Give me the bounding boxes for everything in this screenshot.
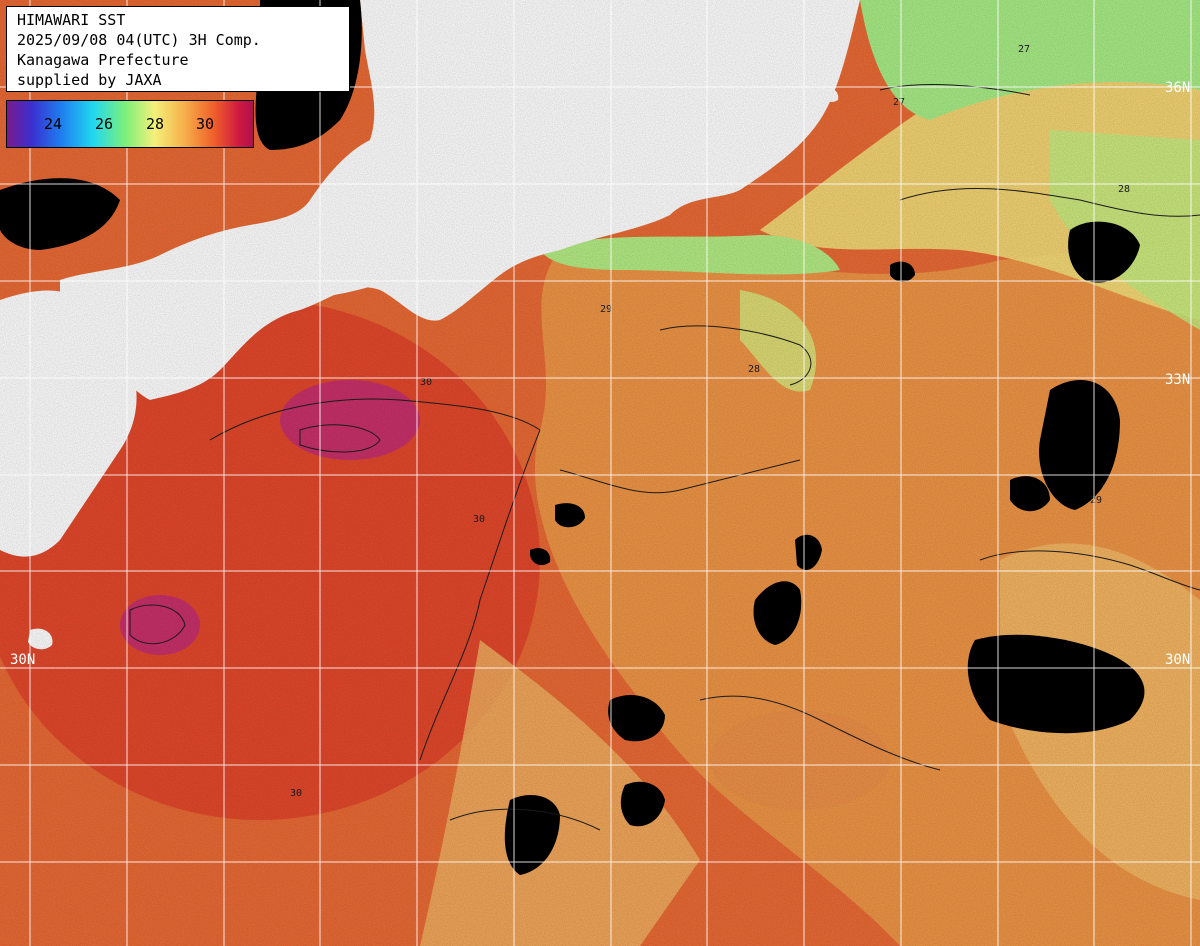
colorbar-tick-28: 28 [146, 115, 165, 133]
lat-label-36n: 36N [1165, 80, 1191, 96]
title-line-4: supplied by JAXA [17, 71, 162, 89]
lat-label-33n: 33N [1165, 372, 1191, 388]
contour-label-29-a: 29 [600, 304, 612, 315]
contour-29-south [449, 808, 601, 831]
title-line-2: 2025/09/08 04(UTC) 3H Comp. [17, 31, 261, 49]
title-box: HIMAWARI SST 2025/09/08 04(UTC) 3H Comp.… [6, 6, 350, 92]
contour-30-north [209, 398, 541, 441]
contour-label-27-b: 27 [893, 97, 905, 108]
contour-29-mid [559, 459, 801, 494]
contour-label-27-a: 27 [1018, 44, 1030, 55]
colorbar-tick-30: 30 [196, 115, 215, 133]
contour-label-28-a: 28 [1118, 184, 1130, 195]
contour-label-29-b: 29 [1090, 495, 1102, 506]
contour-30-core [299, 424, 381, 453]
title-line-1: HIMAWARI SST [17, 11, 126, 29]
contour-label-30-a: 30 [420, 377, 432, 388]
contour-label-30-b: 30 [473, 514, 485, 525]
title-line-3: Kanagawa Prefecture [17, 51, 189, 69]
contour-29-west [419, 429, 541, 761]
lat-label-30n-east: 30N [1165, 652, 1191, 668]
contour-29-east [979, 550, 1200, 591]
contour-label-group: 27 27 28 28 29 29 30 30 30 [290, 44, 1130, 799]
contour-28-east [659, 325, 812, 386]
contour-label-28-b: 28 [748, 364, 760, 375]
lat-label-30n-west: 30N [10, 652, 36, 668]
colorbar-legend: 24 26 28 30 [6, 100, 254, 148]
contour-30-se [699, 695, 941, 771]
colorbar-tick-24: 24 [44, 115, 63, 133]
contour-30-core-2 [129, 604, 186, 645]
contour-28-ne [899, 187, 1200, 217]
contour-label-30-c: 30 [290, 788, 302, 799]
colorbar-tick-26: 26 [95, 115, 114, 133]
